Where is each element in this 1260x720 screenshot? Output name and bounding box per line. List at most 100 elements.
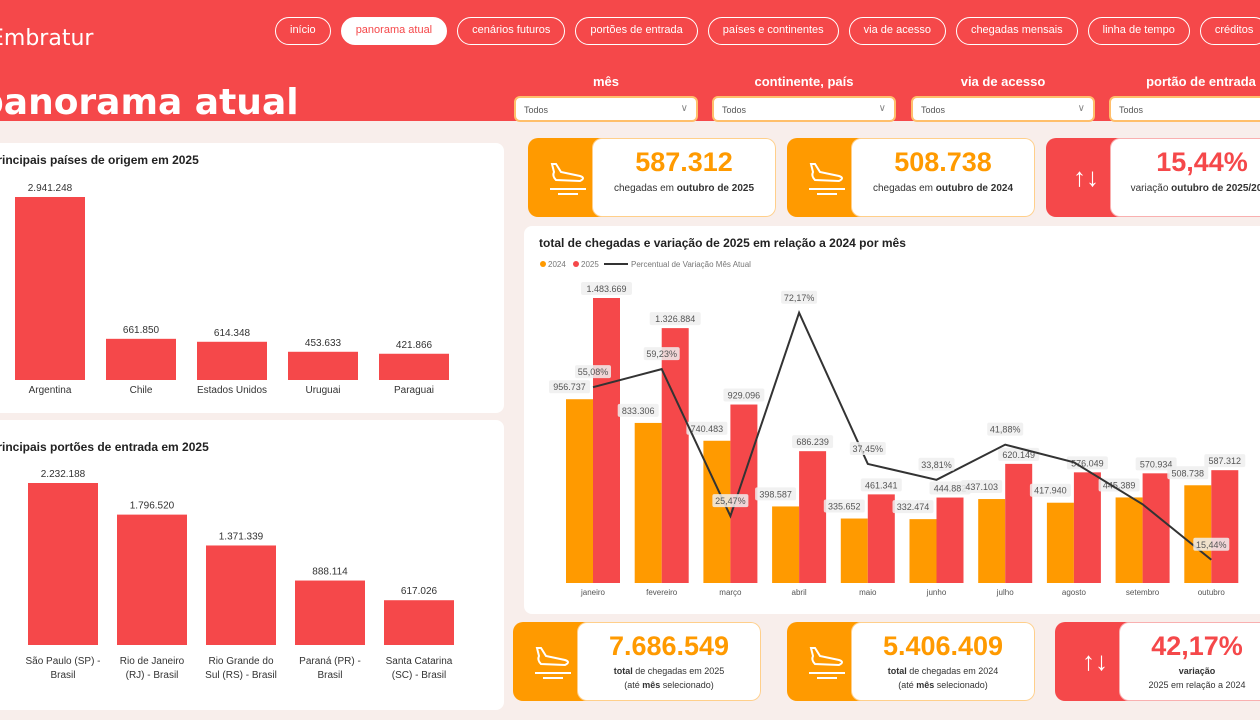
data-label-bg	[961, 480, 1003, 494]
month-label: junho	[926, 588, 947, 597]
bar-2025[interactable]	[867, 494, 895, 583]
kpi-caption: variação outubro de 2025/2024	[1130, 183, 1260, 194]
bar-value-label: 661.850	[123, 325, 160, 336]
pct-label-bg	[1193, 537, 1230, 551]
bar-2025[interactable]	[1005, 463, 1033, 583]
nav-4[interactable]: países e continentes	[707, 17, 839, 45]
data-label: 929.096	[728, 391, 761, 401]
bar-2025[interactable]	[1073, 472, 1101, 583]
bar[interactable]	[384, 600, 454, 645]
data-label: 570.934	[1140, 459, 1173, 469]
legend-label: 2024	[548, 260, 566, 269]
data-label-bg	[549, 380, 590, 394]
bar[interactable]	[206, 545, 276, 645]
nav-2[interactable]: cenários futuros	[457, 17, 566, 45]
bar[interactable]	[28, 483, 98, 645]
bar-2024[interactable]	[1184, 485, 1212, 583]
bar-value-label: 2.232.188	[41, 469, 86, 480]
bar-2024[interactable]	[840, 518, 868, 583]
legend-label: 2025	[581, 260, 599, 269]
category-label: Argentina	[29, 385, 72, 396]
data-label-bg	[792, 435, 834, 449]
pct-label: 25,47%	[715, 496, 746, 506]
bar-2025[interactable]	[593, 298, 620, 583]
bar[interactable]	[288, 351, 358, 380]
month-label: agosto	[1062, 588, 1087, 597]
bar[interactable]	[379, 353, 449, 380]
bar-2024[interactable]	[909, 519, 937, 583]
bar-2025[interactable]	[1142, 473, 1170, 583]
bar[interactable]	[106, 338, 176, 380]
pct-label: 55,08%	[578, 367, 609, 377]
filter-label: mês	[592, 74, 620, 89]
page-title: panorama atual	[0, 82, 299, 123]
pct-label-bg	[849, 441, 886, 455]
bar-2025[interactable]	[661, 328, 689, 583]
bar-2024[interactable]	[1115, 497, 1143, 583]
bar-2025[interactable]	[1211, 470, 1239, 583]
nav-5[interactable]: via de acesso	[848, 17, 946, 45]
nav-bar: início panorama atual cenários futuros port…	[275, 17, 1260, 45]
data-label-bg	[686, 421, 728, 435]
nav-8[interactable]: créditos	[1199, 17, 1260, 45]
bar-2025[interactable]	[936, 497, 964, 583]
pct-label: 72,17%	[784, 293, 815, 303]
filter-value: Todos	[921, 105, 946, 115]
data-label-bg	[723, 388, 765, 402]
nav-1[interactable]: panorama atual	[340, 17, 448, 45]
data-label: 686.239	[796, 437, 829, 447]
pct-label: 33,81%	[921, 460, 952, 470]
legend-label: Percentual de Variação Mês Atual	[631, 260, 751, 269]
kpi-card: 587.312 chegadas em outubro de 2025	[528, 138, 776, 217]
gateways-chart: 2.232.188 São Paulo (SP) - Brasil 1.796.520…	[25, 469, 454, 681]
monthly-chart: 2024 2025 Percentual de Variação Mês Atual…	[540, 260, 1246, 597]
filter-value: Todos	[722, 105, 747, 115]
bar-2025[interactable]	[730, 404, 758, 583]
gateways-title: principais portões de entrada em 2025	[0, 440, 209, 454]
category-label: Estados Unidos	[197, 385, 267, 396]
bar-2025[interactable]	[799, 451, 827, 583]
legend-dot-2025	[573, 261, 579, 267]
bar-2024[interactable]	[634, 422, 662, 583]
bar[interactable]	[15, 197, 85, 380]
bar[interactable]	[117, 514, 187, 645]
nav-0[interactable]: início	[275, 17, 331, 45]
bar-2024[interactable]	[772, 506, 800, 583]
filter-dropdown[interactable]: Todos∨	[1109, 96, 1260, 122]
bar[interactable]	[197, 341, 267, 380]
nav-6[interactable]: chegadas mensais	[955, 17, 1078, 45]
filter-1: continente, país Todos ∨	[712, 74, 896, 122]
category-label: Brasil	[317, 670, 342, 681]
pct-label-bg	[918, 457, 955, 471]
data-label: 508.738	[1172, 468, 1205, 478]
bar-value-label: 453.633	[305, 338, 342, 349]
bar[interactable]	[295, 580, 365, 645]
kpi-card: 508.738 chegadas em outubro de 2024	[787, 138, 1035, 217]
bar-2024[interactable]	[703, 440, 731, 583]
monthly-title: total de chegadas e variação de 2025 em …	[539, 236, 906, 250]
pct-label: 15,44%	[1196, 540, 1227, 550]
filter-dropdown[interactable]: Todos∨	[911, 96, 1095, 122]
bar-2024[interactable]	[566, 399, 593, 583]
monthly-panel: total de chegadas e variação de 2025 em …	[524, 226, 1260, 614]
bar-2024[interactable]	[978, 499, 1006, 583]
countries-panel: principais países de origem em 2025 2.94…	[0, 143, 504, 413]
chevron-down-icon: ∨	[878, 103, 886, 114]
data-label-bg	[617, 403, 659, 417]
pct-label-bg	[987, 422, 1024, 436]
month-label: março	[719, 588, 742, 597]
nav-3[interactable]: portões de entrada	[575, 17, 698, 45]
bar-value-label: 1.796.520	[130, 501, 175, 512]
nav-7[interactable]: linha de tempo	[1087, 17, 1190, 45]
category-label: (SC) - Brasil	[392, 670, 446, 681]
kpi-total-card: 5.406.409 total de chegadas em 2024 (até m…	[787, 622, 1035, 701]
bar-value-label: 1.371.339	[219, 531, 264, 542]
filter-dropdown[interactable]: Todos ∨	[712, 96, 896, 122]
gateways-panel: principais portões de entrada em 2025 2.…	[0, 420, 504, 710]
countries-title: principais países de origem em 2025	[0, 153, 199, 167]
filter-dropdown[interactable]: Todos∨	[514, 96, 698, 122]
category-label: Brasil	[50, 670, 75, 681]
pct-label: 41,88%	[990, 425, 1021, 435]
bar-2024[interactable]	[1046, 502, 1074, 583]
pct-label: 37,45%	[853, 444, 884, 454]
